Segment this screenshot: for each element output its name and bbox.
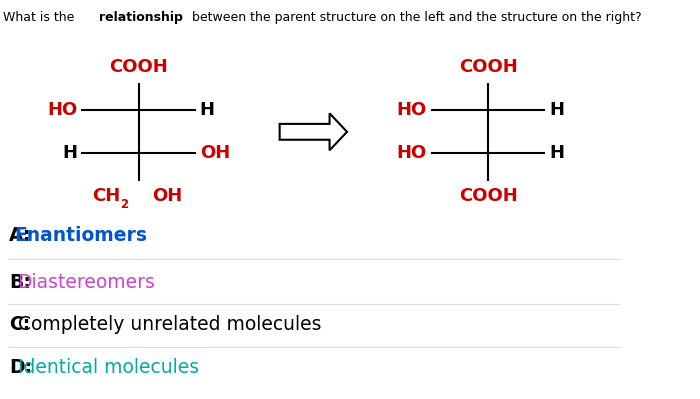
Text: H: H xyxy=(550,144,564,162)
Text: H: H xyxy=(62,144,78,162)
Text: A:: A: xyxy=(9,226,32,245)
Text: HO: HO xyxy=(48,101,78,119)
Text: H: H xyxy=(199,101,215,119)
Text: relationship: relationship xyxy=(99,11,183,24)
Text: COOH: COOH xyxy=(109,58,168,77)
Text: OH: OH xyxy=(153,187,183,205)
Text: 2: 2 xyxy=(120,198,129,211)
Text: between the parent structure on the left and the structure on the right?: between the parent structure on the left… xyxy=(188,11,642,24)
Text: HO: HO xyxy=(397,144,427,162)
Text: D:: D: xyxy=(9,358,32,377)
Text: Diastereomers: Diastereomers xyxy=(18,273,155,292)
Text: H: H xyxy=(550,101,564,119)
Text: OH: OH xyxy=(199,144,230,162)
Text: Enantiomers: Enantiomers xyxy=(15,226,148,245)
Text: COOH: COOH xyxy=(458,58,517,77)
Polygon shape xyxy=(279,113,347,150)
Text: B:: B: xyxy=(9,273,31,292)
Text: C:: C: xyxy=(9,316,30,334)
Text: What is the: What is the xyxy=(3,11,78,24)
Text: Identical molecules: Identical molecules xyxy=(18,358,199,377)
Text: Completely unrelated molecules: Completely unrelated molecules xyxy=(18,316,321,334)
Text: COOH: COOH xyxy=(458,187,517,205)
Text: HO: HO xyxy=(397,101,427,119)
Text: CH: CH xyxy=(92,187,120,205)
